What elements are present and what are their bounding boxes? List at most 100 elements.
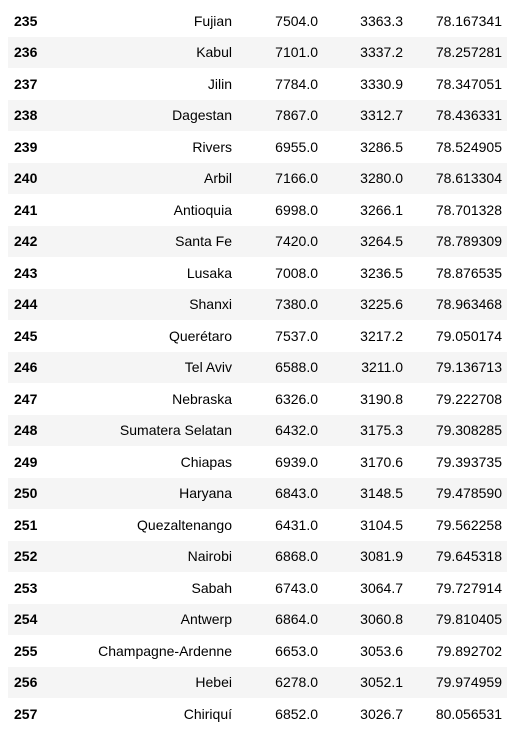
- value-cell-2: 3060.8: [360, 611, 403, 628]
- table-row: 235 Fujian 7504.0 3363.3 78.167341: [8, 5, 507, 37]
- row-index-cell: 248: [14, 422, 38, 439]
- value-cell-3: 78.347051: [435, 75, 502, 92]
- value-cell-1: 6653.0: [275, 642, 318, 659]
- value-cell-1: 7380.0: [275, 296, 318, 313]
- value-cell-1: 6588.0: [275, 359, 318, 376]
- value-cell-1: 6278.0: [275, 674, 318, 691]
- row-index-cell: 236: [14, 44, 38, 61]
- value-cell-3: 79.727914: [435, 579, 502, 596]
- region-name-cell: Sabah: [191, 579, 232, 596]
- row-index-cell: 247: [14, 390, 38, 407]
- value-cell-3: 80.056531: [435, 705, 502, 722]
- table-row: 257 Chiriquí 6852.0 3026.7 80.056531: [8, 698, 507, 730]
- value-cell-3: 78.701328: [435, 201, 502, 218]
- value-cell-1: 7101.0: [275, 44, 318, 61]
- row-index-cell: 249: [14, 453, 38, 470]
- region-name-cell: Champagne-Ardenne: [98, 642, 232, 659]
- value-cell-2: 3053.6: [360, 642, 403, 659]
- table-row: 252 Nairobi 6868.0 3081.9 79.645318: [8, 540, 507, 572]
- table-row: 244 Shanxi 7380.0 3225.6 78.963468: [8, 288, 507, 320]
- region-name-cell: Santa Fe: [175, 233, 232, 250]
- value-cell-3: 79.222708: [435, 390, 502, 407]
- region-name-cell: Dagestan: [172, 107, 232, 124]
- region-name-cell: Querétaro: [168, 327, 232, 344]
- value-cell-2: 3175.3: [360, 422, 403, 439]
- value-cell-2: 3104.5: [360, 516, 403, 533]
- value-cell-1: 6868.0: [275, 548, 318, 565]
- row-index-cell: 238: [14, 107, 38, 124]
- row-index-cell: 245: [14, 327, 38, 344]
- region-name-cell: Fujian: [193, 12, 232, 29]
- dataframe-table-container: 235 Fujian 7504.0 3363.3 78.167341 236 Kabul 71…: [8, 5, 507, 730]
- value-cell-1: 6864.0: [275, 611, 318, 628]
- value-cell-2: 3363.3: [360, 12, 403, 29]
- value-cell-3: 78.167341: [435, 12, 502, 29]
- region-name-cell: Rivers: [192, 138, 232, 155]
- value-cell-2: 3280.0: [360, 170, 403, 187]
- region-name-cell: Chiapas: [180, 453, 232, 470]
- table-row: 245 Querétaro 7537.0 3217.2 79.050174: [8, 320, 507, 352]
- value-cell-3: 79.810405: [435, 611, 502, 628]
- value-cell-1: 6431.0: [275, 516, 318, 533]
- value-cell-1: 6432.0: [275, 422, 318, 439]
- table-row: 248 Sumatera Selatan 6432.0 3175.3 79.308285: [8, 414, 507, 446]
- value-cell-3: 79.892702: [435, 642, 502, 659]
- value-cell-3: 79.974959: [435, 674, 502, 691]
- value-cell-3: 79.478590: [435, 485, 502, 502]
- region-name-cell: Haryana: [179, 485, 232, 502]
- value-cell-2: 3052.1: [360, 674, 403, 691]
- value-cell-1: 7008.0: [275, 264, 318, 281]
- value-cell-1: 7166.0: [275, 170, 318, 187]
- row-index-cell: 256: [14, 674, 38, 691]
- value-cell-3: 79.136713: [435, 359, 502, 376]
- value-cell-3: 79.562258: [435, 516, 502, 533]
- table-row: 238 Dagestan 7867.0 3312.7 78.436331: [8, 99, 507, 131]
- value-cell-3: 78.524905: [435, 138, 502, 155]
- table-row: 256 Hebei 6278.0 3052.1 79.974959: [8, 666, 507, 698]
- table-row: 243 Lusaka 7008.0 3236.5 78.876535: [8, 257, 507, 289]
- value-cell-3: 79.050174: [435, 327, 502, 344]
- row-index-cell: 257: [14, 705, 38, 722]
- value-cell-1: 7784.0: [275, 75, 318, 92]
- value-cell-2: 3264.5: [360, 233, 403, 250]
- region-name-cell: Antioquia: [173, 201, 232, 218]
- region-name-cell: Hebei: [195, 674, 232, 691]
- value-cell-2: 3337.2: [360, 44, 403, 61]
- row-index-cell: 244: [14, 296, 38, 313]
- value-cell-3: 79.308285: [435, 422, 502, 439]
- dataframe-table: 235 Fujian 7504.0 3363.3 78.167341 236 Kabul 71…: [8, 5, 507, 730]
- row-index-cell: 246: [14, 359, 38, 376]
- value-cell-1: 7504.0: [275, 12, 318, 29]
- value-cell-2: 3217.2: [360, 327, 403, 344]
- region-name-cell: Chiriquí: [183, 705, 232, 722]
- row-index-cell: 239: [14, 138, 38, 155]
- row-index-cell: 254: [14, 611, 38, 628]
- table-row: 247 Nebraska 6326.0 3190.8 79.222708: [8, 383, 507, 415]
- row-index-cell: 251: [14, 516, 38, 533]
- region-name-cell: Tel Aviv: [184, 359, 232, 376]
- row-index-cell: 253: [14, 579, 38, 596]
- table-row: 241 Antioquia 6998.0 3266.1 78.701328: [8, 194, 507, 226]
- value-cell-2: 3064.7: [360, 579, 403, 596]
- table-row: 246 Tel Aviv 6588.0 3211.0 79.136713: [8, 351, 507, 383]
- row-index-cell: 243: [14, 264, 38, 281]
- value-cell-1: 6998.0: [275, 201, 318, 218]
- table-row: 255 Champagne-Ardenne 6653.0 3053.6 79.89270…: [8, 635, 507, 667]
- region-name-cell: Kabul: [196, 44, 232, 61]
- region-name-cell: Quezaltenango: [137, 516, 232, 533]
- value-cell-3: 78.257281: [435, 44, 502, 61]
- value-cell-3: 78.613304: [435, 170, 502, 187]
- value-cell-1: 7537.0: [275, 327, 318, 344]
- row-index-cell: 237: [14, 75, 38, 92]
- region-name-cell: Antwerp: [180, 611, 232, 628]
- value-cell-1: 7867.0: [275, 107, 318, 124]
- table-body: 235 Fujian 7504.0 3363.3 78.167341 236 Kabul 71…: [8, 5, 507, 730]
- table-row: 236 Kabul 7101.0 3337.2 78.257281: [8, 36, 507, 68]
- value-cell-1: 6852.0: [275, 705, 318, 722]
- row-index-cell: 252: [14, 548, 38, 565]
- value-cell-2: 3236.5: [360, 264, 403, 281]
- value-cell-2: 3312.7: [360, 107, 403, 124]
- row-index-cell: 242: [14, 233, 38, 250]
- region-name-cell: Lusaka: [186, 264, 232, 281]
- table-row: 250 Haryana 6843.0 3148.5 79.478590: [8, 477, 507, 509]
